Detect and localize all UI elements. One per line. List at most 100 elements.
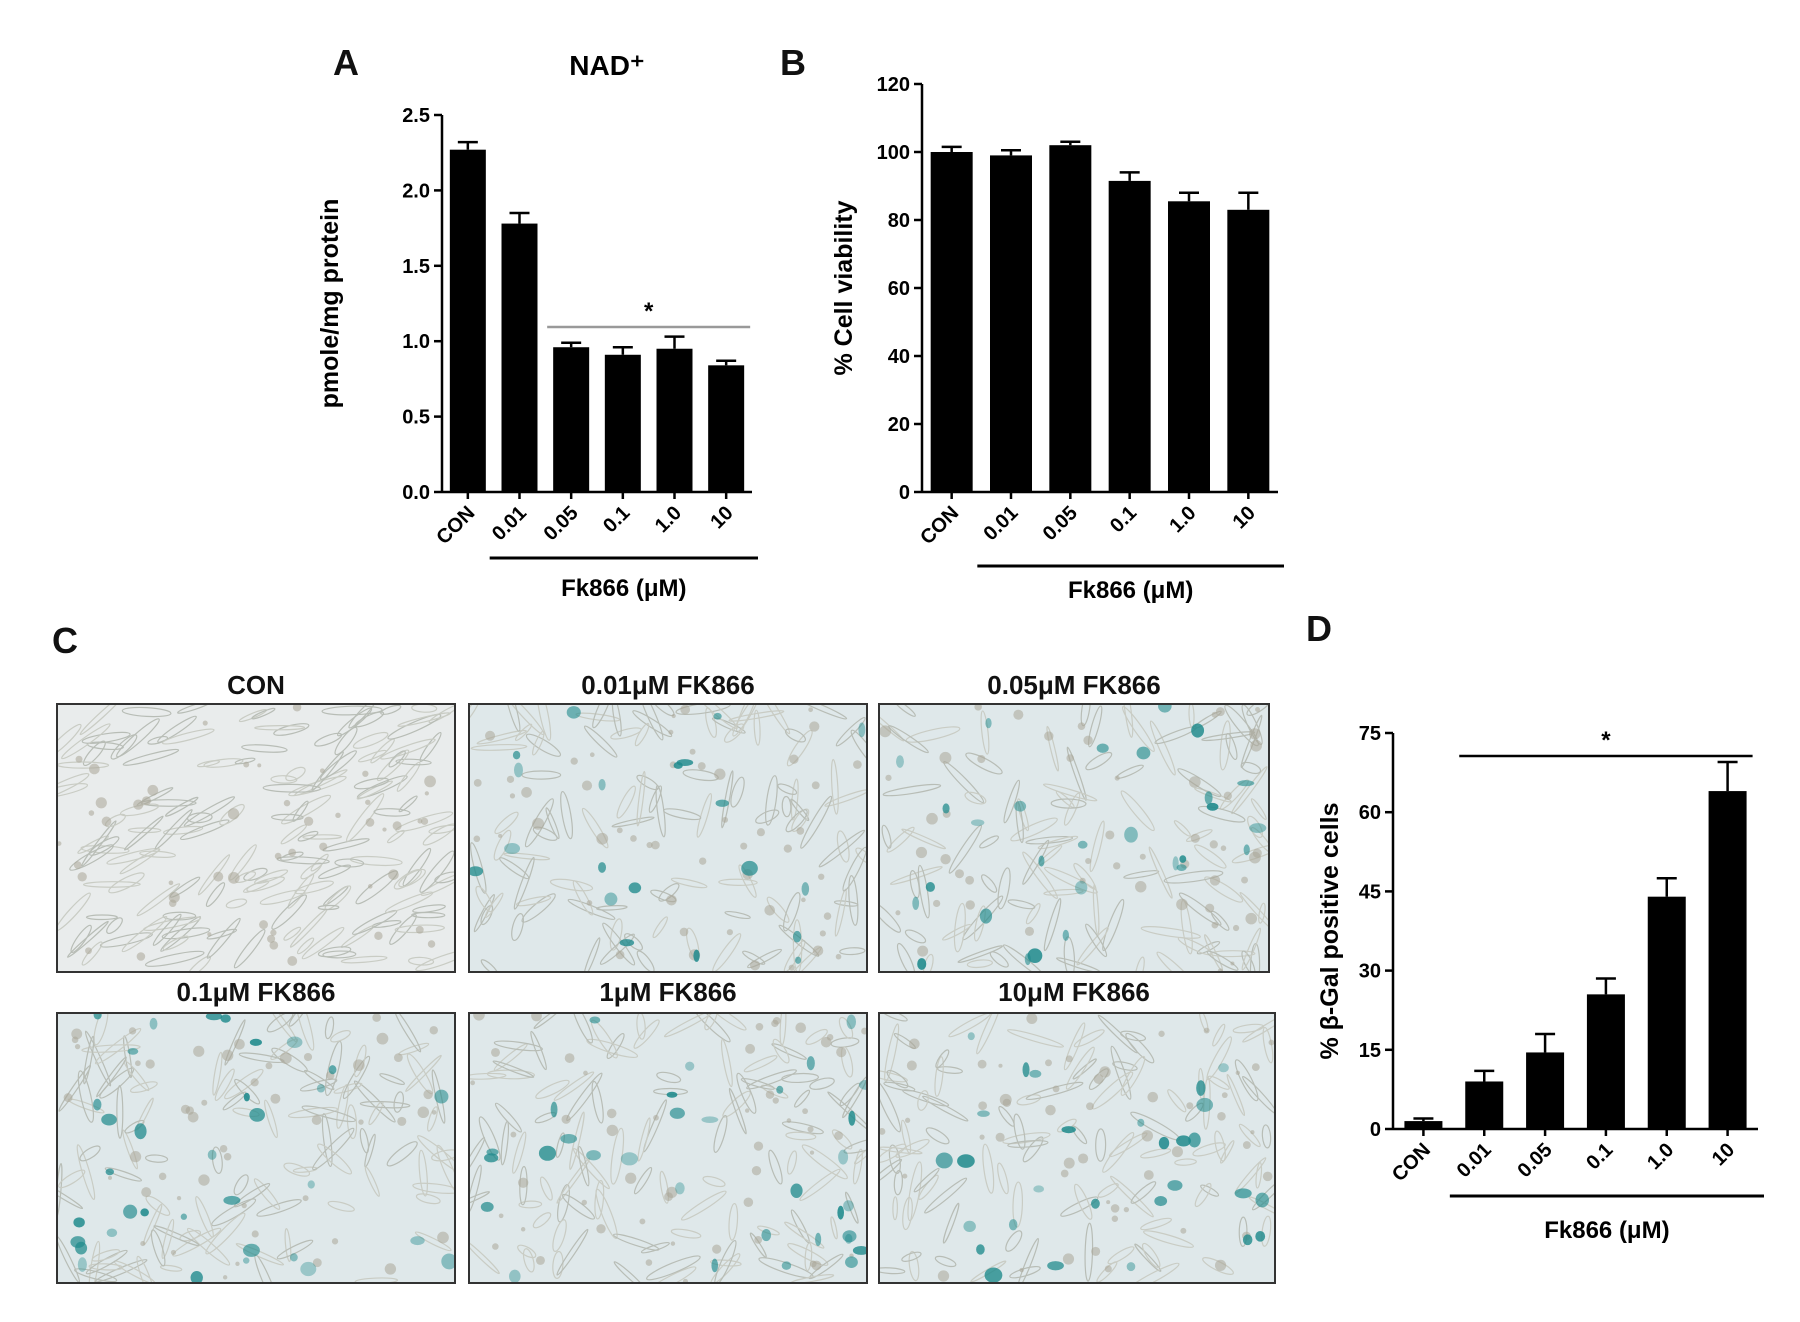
granular-cell — [606, 1108, 617, 1119]
granular-cell — [429, 1026, 438, 1035]
stained-cell — [845, 1256, 858, 1268]
cell-outline — [284, 1227, 292, 1263]
cell-outline — [352, 731, 389, 749]
cell-outline — [243, 867, 268, 881]
cell-outline — [186, 812, 213, 824]
cell-outline — [1046, 725, 1060, 772]
granular-cell — [168, 891, 180, 903]
cell-outline — [436, 1144, 454, 1195]
granular-cell — [279, 1052, 292, 1065]
granular-cell — [995, 1132, 1005, 1142]
granular-cell — [905, 1117, 911, 1123]
stained-cell — [73, 1217, 85, 1228]
cell-outline — [503, 705, 521, 732]
granular-cell — [977, 1059, 987, 1069]
granular-cell — [267, 934, 276, 943]
cell-outline — [513, 856, 535, 910]
cell-outline — [1060, 1196, 1099, 1217]
granular-cell — [1077, 722, 1086, 730]
cell-outline — [1250, 826, 1268, 854]
cell-outline — [93, 1014, 109, 1046]
cell-outline — [302, 834, 343, 840]
stained-cell — [1172, 856, 1179, 871]
cell-outline — [116, 1085, 124, 1139]
cell-outline — [555, 1132, 565, 1158]
cell-outline — [973, 905, 986, 942]
x-tick-label-d: 0.01 — [1453, 1139, 1496, 1182]
micrograph-title-01: 0.1μM FK866 — [176, 977, 336, 1007]
cell-outline — [1225, 733, 1238, 761]
granular-cell — [820, 1036, 832, 1048]
granular-cell — [668, 729, 674, 735]
granular-cell — [88, 810, 95, 816]
stained-cell — [1242, 1234, 1253, 1246]
granular-cell — [965, 900, 975, 910]
cell-outline — [656, 1071, 682, 1084]
cell-outline — [397, 712, 451, 727]
cell-outline — [880, 705, 905, 742]
bar-b — [1168, 201, 1210, 493]
cell-outline — [1042, 783, 1098, 802]
stained-cell — [761, 1229, 772, 1242]
granular-cell — [751, 1166, 762, 1176]
granular-cell — [250, 1078, 259, 1087]
granular-cell — [753, 1141, 764, 1151]
stained-cell — [566, 706, 581, 719]
stained-cell — [801, 882, 810, 896]
cell-outline — [636, 1014, 646, 1040]
cell-outline — [1120, 1055, 1146, 1096]
cell-outline — [428, 824, 454, 835]
cell-outline — [1097, 1183, 1119, 1198]
granular-cell — [670, 1241, 676, 1246]
cell-outline — [470, 1240, 500, 1275]
stained-cell — [896, 755, 904, 768]
cell-outline — [233, 1174, 249, 1196]
granular-cell — [671, 713, 676, 719]
cell-outline — [681, 1190, 727, 1221]
cell-outline — [595, 1188, 618, 1239]
granular-cell — [1086, 1102, 1094, 1111]
cell-outline — [206, 928, 238, 940]
cell-outline — [844, 1191, 859, 1224]
stained-cell — [1176, 864, 1187, 872]
granular-cell — [589, 752, 595, 758]
cell-outline — [732, 705, 760, 737]
cell-outline — [713, 1114, 728, 1153]
stained-cell — [1237, 780, 1255, 787]
granular-cell — [187, 1111, 199, 1123]
granular-cell — [219, 1144, 228, 1153]
granular-cell — [743, 1197, 754, 1208]
micrograph-10 — [878, 1012, 1276, 1284]
granular-cell — [319, 768, 325, 774]
cell-outline — [827, 1091, 866, 1133]
cell-outline — [583, 937, 601, 971]
cell-outline — [484, 892, 504, 918]
granular-cell — [596, 1224, 606, 1234]
significance-star-d: * — [1601, 727, 1611, 754]
cell-outline — [880, 1267, 906, 1275]
cell-outline — [1015, 800, 1024, 844]
granular-cell — [372, 1014, 381, 1022]
y-tick-label-b: 80 — [888, 210, 910, 232]
granular-cell — [498, 1213, 504, 1219]
cell-outline — [470, 705, 481, 724]
granular-cell — [1245, 912, 1258, 925]
cell-outline — [511, 913, 524, 942]
micrograph-texture — [470, 1014, 866, 1282]
cell-outline — [881, 824, 892, 849]
stained-cell — [1038, 855, 1045, 867]
cell-outline — [311, 751, 344, 791]
granular-cell — [616, 827, 623, 834]
granular-cell — [795, 1022, 807, 1034]
cell-outline — [633, 1019, 660, 1049]
cell-outline — [913, 1167, 940, 1193]
granular-cell — [1252, 848, 1262, 858]
cell-outline — [1063, 1022, 1086, 1071]
cell-outline — [652, 916, 668, 939]
cell-outline — [581, 807, 609, 849]
cell-outline — [233, 1182, 271, 1208]
stained-cell — [858, 722, 866, 738]
cell-outline — [150, 1229, 166, 1267]
stained-cell — [560, 1134, 578, 1144]
cell-outline — [224, 1068, 264, 1100]
